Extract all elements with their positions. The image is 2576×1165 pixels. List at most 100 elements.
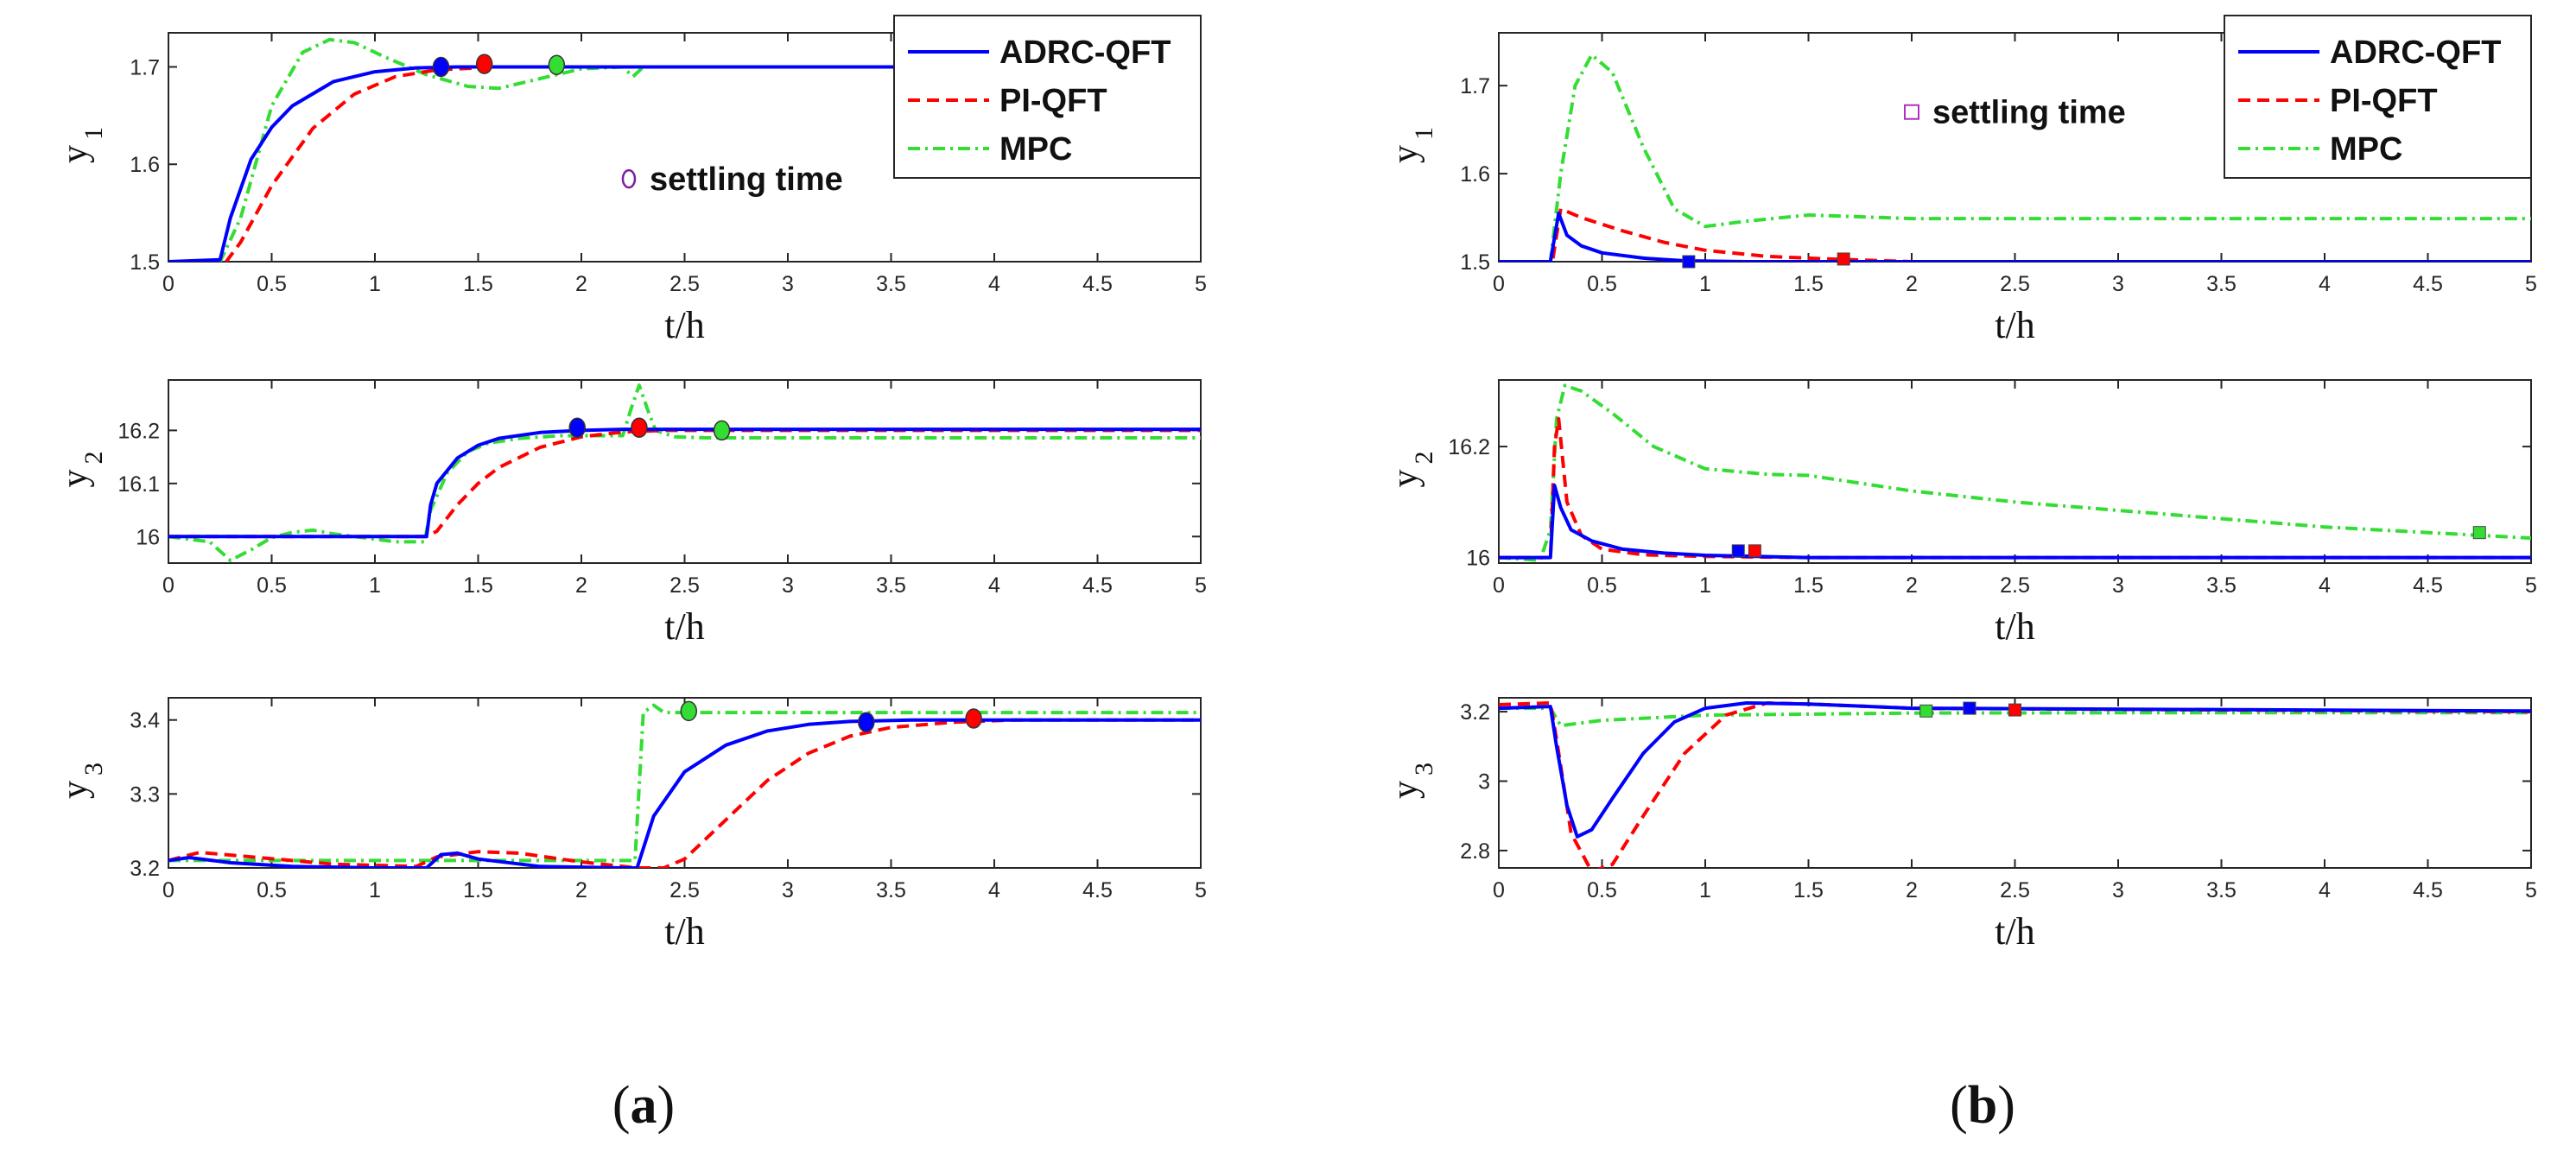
y-tick-label: 1.5 (1460, 250, 1490, 275)
annotation-square-icon (1904, 104, 1919, 120)
x-tick-label: 2 (575, 573, 587, 598)
y-tick-label: 3 (1478, 769, 1490, 794)
settling-marker-mpc (713, 420, 731, 441)
x-tick-label: 2.5 (2000, 573, 2030, 598)
x-tick-label: 4.5 (2413, 878, 2443, 902)
x-tick-label: 3 (2112, 573, 2124, 598)
x-tick-label: 1 (1699, 573, 1711, 598)
x-tick-label: 1 (369, 573, 381, 598)
legend-label: MPC (999, 131, 1072, 168)
axes-frame (1498, 697, 2532, 869)
settling-marker-pi-qft (965, 708, 982, 729)
x-axis-label: t/h (664, 605, 704, 648)
y-axis-label: y1 (1386, 127, 1438, 163)
x-tick-label: 2 (575, 878, 587, 902)
x-tick-label: 1.5 (463, 573, 493, 598)
series-line-mpc (1499, 383, 2531, 562)
legend-box (893, 15, 1202, 179)
x-tick-label: 2.5 (669, 878, 700, 902)
subplot-a1: 0 0.5 1 1.5 2 2.5 3 3.5 4 4.5 51.51.61.7t/hy1settl… (55, 15, 1207, 346)
y-axis-label-main: y (1386, 470, 1425, 488)
y-axis-label-subscript: 1 (79, 127, 108, 140)
settling-marker-adrc-qft (1731, 544, 1745, 558)
x-tick-label: 0.5 (257, 878, 287, 902)
axes-frame (168, 697, 1202, 869)
x-tick-label: 5 (2525, 573, 2537, 598)
series-line-pi-qft (1499, 206, 2531, 262)
y-tick-label: 3.2 (130, 857, 160, 881)
settling-marker-adrc-qft (1963, 701, 1976, 715)
annotation-label: settling time (650, 161, 843, 198)
y-tick-label: 16.1 (117, 472, 160, 497)
legend-label: ADRC-QFT (2330, 35, 2501, 71)
x-tick-label: 0 (162, 573, 174, 598)
x-tick-label: 4.5 (1082, 573, 1113, 598)
x-tick-label: 1 (369, 878, 381, 902)
x-tick-label: 4.5 (2413, 573, 2443, 598)
legend-box (2224, 15, 2532, 179)
settling-marker-adrc-qft (858, 712, 875, 733)
annotation-circle-icon (621, 168, 637, 189)
x-tick-label: 4 (988, 573, 1000, 598)
y-tick-label: 1.7 (130, 55, 160, 79)
x-tick-label: 1.5 (463, 878, 493, 902)
y-axis-label-subscript: 2 (1410, 452, 1438, 465)
axes-frame (1498, 379, 2532, 564)
legend-label: PI-QFT (2330, 83, 2438, 119)
settling-marker-pi-qft (631, 417, 648, 439)
y-axis-label-subscript: 3 (79, 763, 108, 776)
x-tick-label: 3 (2112, 272, 2124, 296)
settling-marker-pi-qft (2008, 703, 2021, 717)
y-axis-label-main: y (55, 470, 95, 488)
x-tick-label: 1 (1699, 878, 1711, 902)
settling-marker-mpc (1919, 704, 1933, 718)
x-tick-label: 2 (1906, 272, 1918, 296)
x-axis-label: t/h (664, 304, 704, 346)
x-tick-label: 0 (162, 878, 174, 902)
x-tick-label: 4 (988, 272, 1000, 296)
legend: ADRC-QFT PI-QFT MPC (2224, 15, 2532, 179)
axes-frame (168, 379, 1202, 564)
x-tick-label: 4 (988, 878, 1000, 902)
x-tick-label: 0 (1493, 878, 1505, 902)
x-tick-label: 3.5 (2206, 573, 2237, 598)
x-tick-label: 0.5 (257, 573, 287, 598)
x-tick-label: 1 (1699, 272, 1711, 296)
series-line-mpc (168, 37, 1201, 262)
x-tick-label: 1 (369, 272, 381, 296)
series-line-mpc (1499, 53, 2531, 262)
series-line-adrc-qft (1499, 211, 2531, 262)
series-line-adrc-qft (168, 718, 1201, 868)
y-axis-label-main: y (55, 781, 95, 799)
x-tick-label: 0.5 (257, 272, 287, 296)
x-tick-label: 3 (782, 573, 794, 598)
x-tick-label: 3.5 (876, 878, 906, 902)
annotation-label: settling time (1932, 95, 2126, 131)
y-axis-label-main: y (55, 145, 95, 163)
x-axis-label: t/h (664, 910, 704, 953)
settling-marker-pi-qft (475, 54, 493, 74)
x-tick-label: 1.5 (463, 272, 493, 296)
x-axis-label: t/h (1995, 605, 2034, 648)
y-axis-label: y1 (55, 127, 108, 163)
y-tick-label: 1.5 (130, 250, 160, 275)
subplot-a3: 0 0.5 1 1.5 2 2.5 3 3.5 4 4.5 53.23.33.4t/hy3 (55, 697, 1207, 953)
y-tick-label: 16 (136, 525, 160, 549)
x-tick-label: 5 (2525, 272, 2537, 296)
y-tick-label: 3.4 (130, 709, 160, 733)
y-axis-label: y3 (1386, 763, 1438, 799)
y-tick-label: 16.2 (117, 419, 160, 443)
x-axis-label: t/h (1995, 304, 2034, 346)
x-tick-label: 2.5 (2000, 878, 2030, 902)
x-tick-label: 3 (2112, 878, 2124, 902)
x-tick-label: 3.5 (876, 272, 906, 296)
x-tick-label: 4 (2319, 573, 2331, 598)
x-tick-label: 4.5 (1082, 272, 1113, 296)
panel-label-b: (b) (1950, 1076, 2015, 1135)
legend-label: ADRC-QFT (999, 35, 1171, 71)
subplot-b3: 0 0.5 1 1.5 2 2.5 3 3.5 4 4.5 52.833.2t/hy3 (1386, 697, 2537, 953)
y-axis-label-subscript: 1 (1410, 127, 1438, 140)
y-tick-label: 2.8 (1460, 839, 1490, 864)
